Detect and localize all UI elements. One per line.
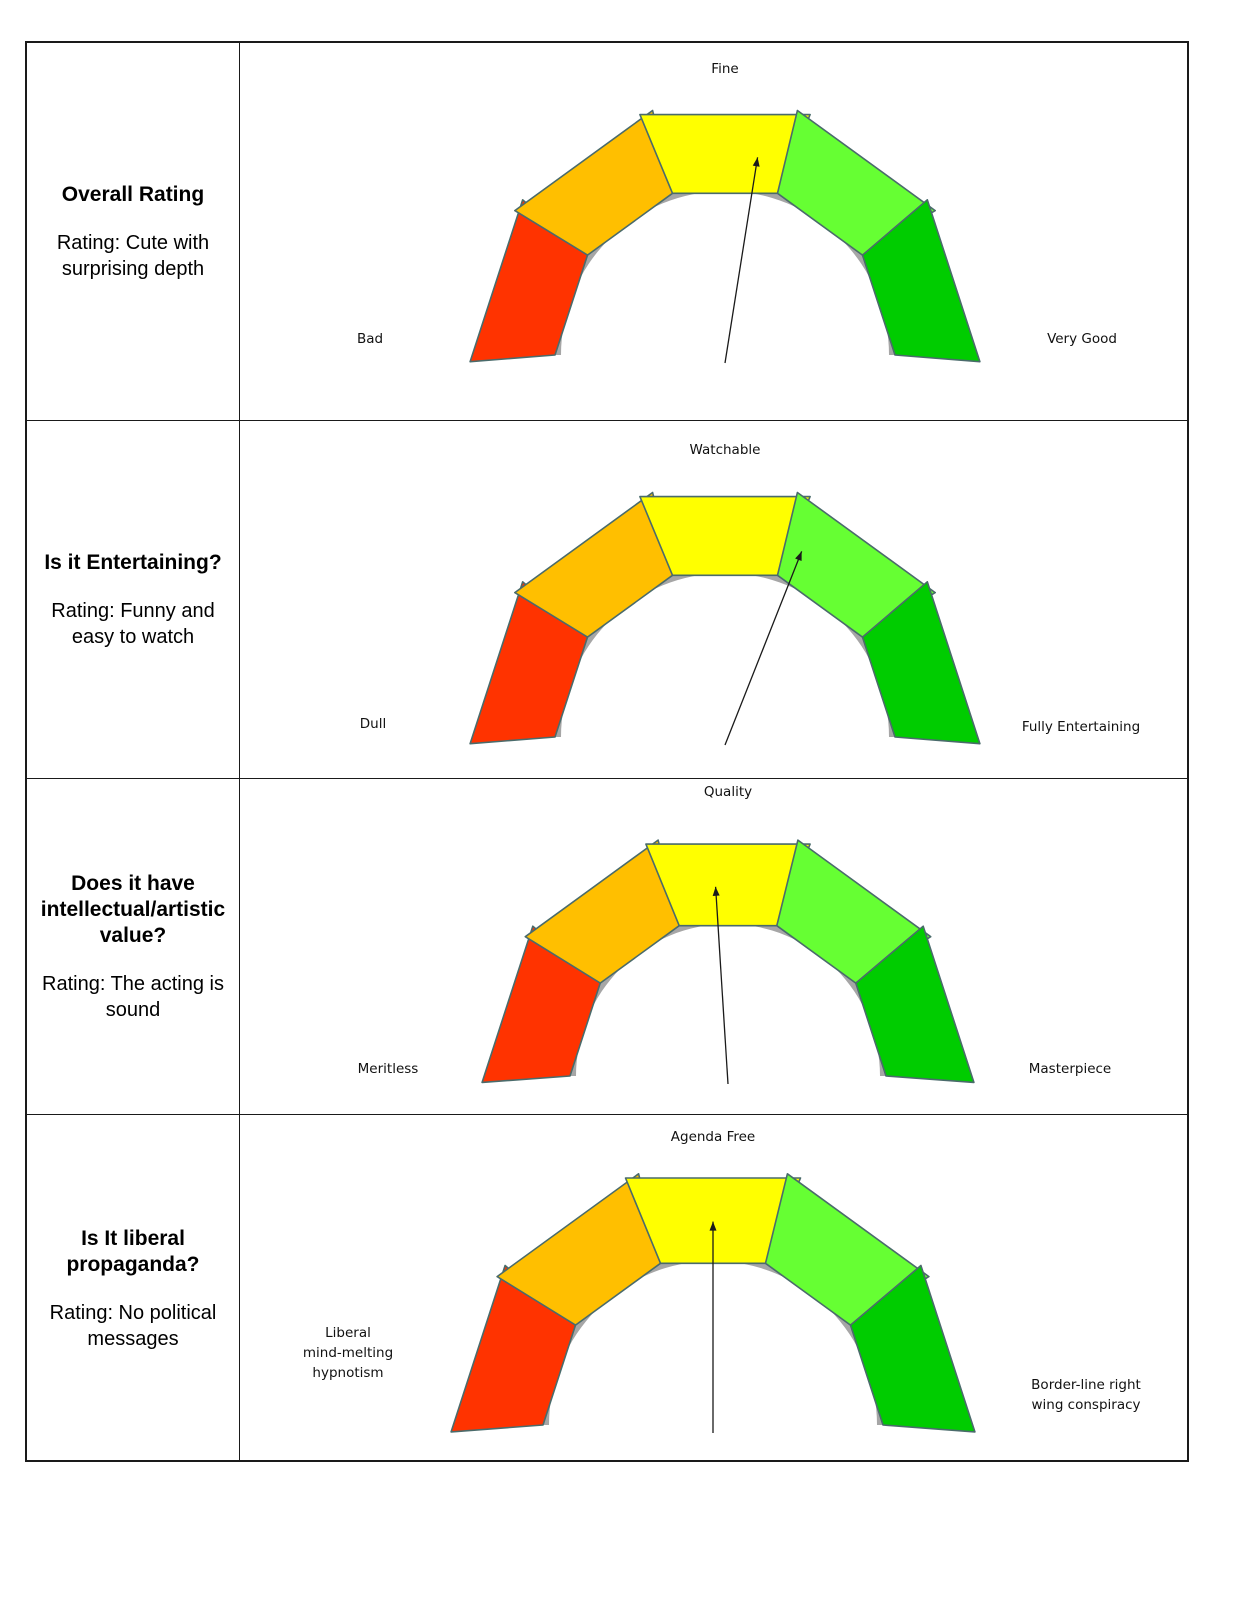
question-cell: Overall Rating Rating: Cute with surpris…	[27, 43, 240, 420]
question-title: Does it have intellectual/artistic value…	[40, 871, 226, 947]
gauge-needle	[724, 551, 803, 746]
gauge-overall: Bad Fine Very Good	[357, 61, 1117, 364]
gauge-segment-green	[849, 1264, 976, 1433]
question-cell: Is it Entertaining? Rating: Funny and ea…	[27, 421, 240, 778]
rating-row-intellectual: Does it have intellectual/artistic value…	[27, 778, 1187, 1114]
gauge-propaganda: Liberal mind-melting hypnotism Agenda Free B…	[303, 1129, 1141, 1433]
gauge-label-low: Dull	[360, 716, 386, 732]
gauge-label-mid: Fine	[711, 61, 738, 77]
gauge-intellectual: Meritless Quality Masterpiece	[358, 784, 1111, 1085]
gauge-entertaining: Dull Watchable Fully Entertaining	[360, 442, 1140, 746]
gauge-label-high: Very Good	[1047, 331, 1117, 347]
gauge-needle-head	[795, 551, 802, 562]
gauge-needle-head	[752, 157, 760, 167]
gauge-needle	[714, 886, 729, 1085]
gauge-label-low: Bad	[357, 331, 383, 347]
rating-row-propaganda: Is It liberal propaganda? Rating: No pol…	[27, 1114, 1187, 1462]
gauge-needle	[724, 157, 759, 364]
rating-text: Rating: Funny and easy to watch	[51, 599, 215, 648]
gauge-label-high: Fully Entertaining	[1022, 719, 1140, 735]
question-title: Is It liberal propaganda?	[66, 1226, 200, 1276]
gauge-needle-head	[709, 1221, 717, 1231]
rating-row-entertaining: Is it Entertaining? Rating: Funny and ea…	[27, 420, 1187, 778]
gauge-cell: Bad Fine Very Good	[240, 43, 1187, 420]
gauge-label-mid: Quality	[704, 784, 752, 800]
question-cell: Is It liberal propaganda? Rating: No pol…	[27, 1115, 240, 1462]
gauge-label-mid: Agenda Free	[671, 1129, 755, 1145]
gauge-segment-green	[854, 925, 975, 1084]
gauge-cell: Liberal mind-melting hypnotism Agenda Free B…	[240, 1115, 1187, 1462]
gauge-label-high: Border-line right wing conspiracy	[1031, 1377, 1141, 1413]
gauge-label-low: Meritless	[358, 1061, 419, 1077]
question-cell: Does it have intellectual/artistic value…	[27, 779, 240, 1114]
rating-table: Overall Rating Rating: Cute with surpris…	[25, 41, 1189, 1462]
question-title: Is it Entertaining?	[44, 550, 222, 574]
gauge-label-mid: Watchable	[690, 442, 761, 458]
rating-text: Rating: Cute with surprising depth	[56, 231, 210, 280]
gauge-label-high: Masterpiece	[1029, 1061, 1111, 1077]
rating-text: Rating: The acting is sound	[42, 972, 224, 1021]
gauge-cell: Dull Watchable Fully Entertaining	[240, 421, 1187, 778]
gauge-needle-head	[712, 886, 720, 896]
gauge-segment-green	[861, 581, 981, 745]
gauge-segment-green	[861, 199, 981, 363]
rating-text: Rating: No political messages	[49, 1301, 217, 1350]
gauge-cell: Meritless Quality Masterpiece	[240, 779, 1187, 1114]
gauge-label-low: Liberal mind-melting hypnotism	[303, 1325, 393, 1381]
rating-row-overall: Overall Rating Rating: Cute with surpris…	[27, 43, 1187, 420]
question-title: Overall Rating	[61, 182, 205, 206]
